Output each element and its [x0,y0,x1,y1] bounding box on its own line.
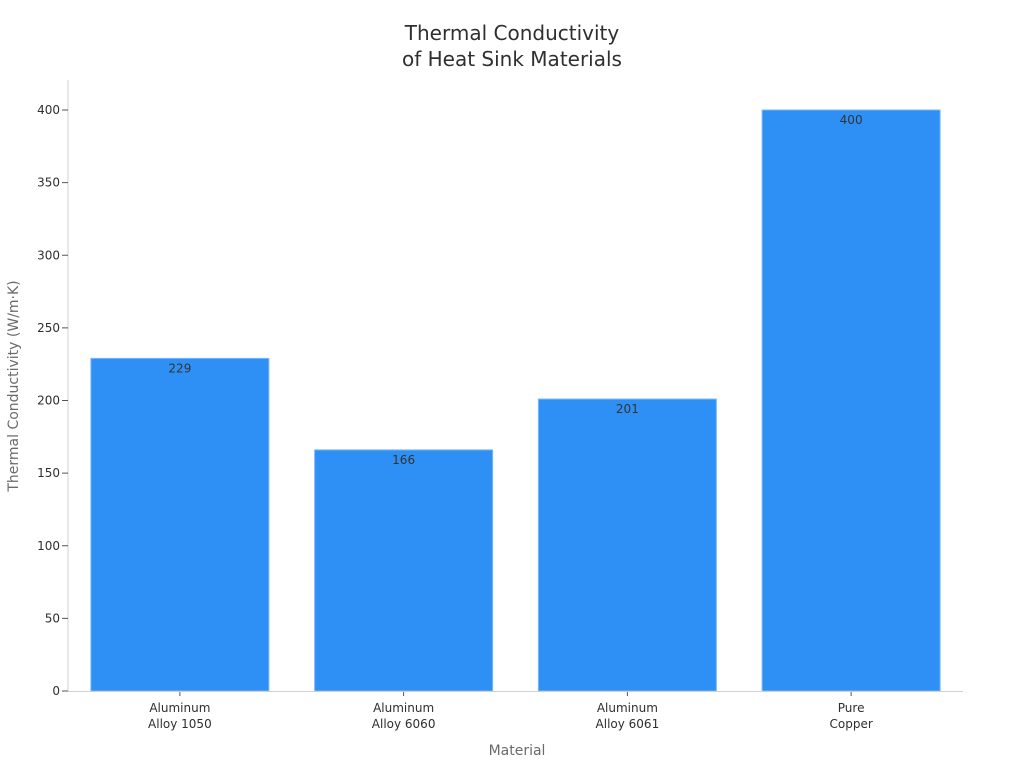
bar-value-label: 229 [168,361,191,375]
x-tick-label: Copper [829,717,872,731]
y-tick-label: 0 [52,684,60,698]
x-axis-title: Material [489,743,546,759]
bar [761,109,941,692]
y-tick-label: 400 [37,103,60,117]
bar-group: 400 [761,109,941,692]
x-tick-label: Pure [838,701,865,715]
x-tick-label: Aluminum [149,701,210,715]
bar [314,449,494,692]
bar [90,357,270,692]
y-tick-label: 250 [37,321,60,335]
y-tick-label: 100 [37,539,60,553]
y-tick-label: 300 [37,248,60,262]
y-tick-label: 350 [37,176,60,190]
x-tick-label: Alloy 6060 [372,717,436,731]
x-tick-label: Alloy 6061 [596,717,660,731]
chart-title-line-1: Thermal Conductivity [404,21,620,45]
chart-title: Thermal Conductivity of Heat Sink Materi… [402,21,622,71]
y-axis: 0 50 100 150 200 250 300 350 400 [37,80,69,698]
bar-group: 229 [90,357,270,692]
x-tick-label: Alloy 1050 [148,717,212,731]
x-tick-label: Aluminum [597,701,658,715]
bar-group: 201 [537,398,717,692]
x-tick-label: Aluminum [373,701,434,715]
y-axis-title: Thermal Conductivity (W/m·K) [6,280,22,492]
bar-value-label: 166 [392,453,415,467]
bar-group: 166 [314,449,494,692]
bar [537,398,717,692]
x-axis: Aluminum Alloy 1050 Aluminum Alloy 6060 Alum… [68,691,963,731]
chart-title-line-2: of Heat Sink Materials [402,47,622,71]
y-tick-label: 200 [37,394,60,408]
bars: 229 166 201 400 [90,109,941,692]
y-tick-label: 50 [45,611,60,625]
bar-value-label: 400 [840,113,863,127]
bar-value-label: 201 [616,402,639,416]
y-tick-label: 150 [37,466,60,480]
